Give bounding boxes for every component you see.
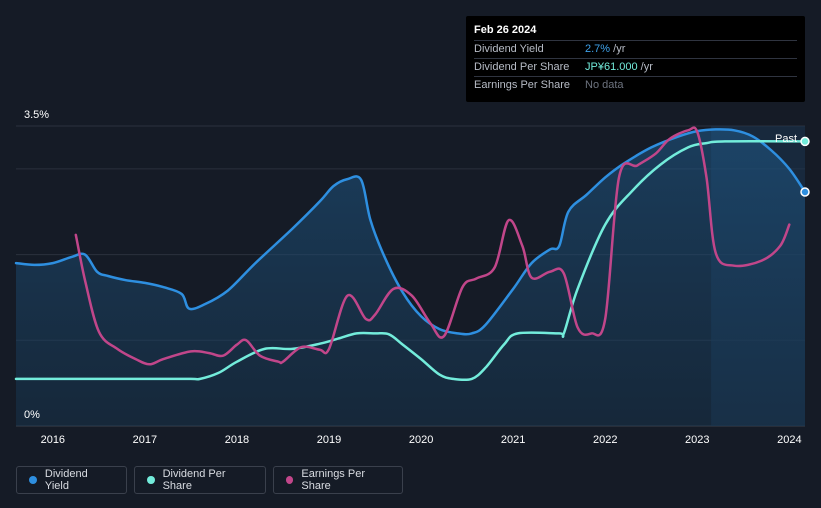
y-tick-label-max: 3.5% — [24, 109, 49, 121]
y-tick-label-min: 0% — [24, 409, 40, 421]
x-tick-label: 2018 — [225, 434, 249, 446]
x-tick-label: 2019 — [317, 434, 341, 446]
x-tick-label: 2017 — [133, 434, 157, 446]
tooltip-value: JP¥61.000 /yr — [585, 61, 653, 73]
legend-dot-icon — [147, 476, 155, 484]
x-tick-label: 2021 — [501, 434, 525, 446]
x-tick-label: 2023 — [685, 434, 709, 446]
legend-dot-icon — [286, 476, 294, 484]
legend-dot-icon — [29, 476, 37, 484]
tooltip-label: Earnings Per Share — [474, 79, 570, 91]
legend-label: Earnings Per Share — [301, 468, 365, 492]
series-line-dividend-per-share — [14, 140, 807, 382]
series-end-marker-dividend-per-share — [800, 136, 810, 147]
legend-item-dividend-yield[interactable]: Dividend Yield — [16, 466, 127, 494]
legend-item-earnings-per-share[interactable]: Earnings Per Share — [273, 466, 403, 494]
legend-item-dividend-per-share[interactable]: Dividend Per Share — [134, 466, 266, 494]
x-tick-label: 2024 — [777, 434, 801, 446]
data-tooltip: Feb 26 2024 Dividend Yield 2.7% /yr Divi… — [466, 16, 805, 102]
series-line-earnings-per-share — [74, 126, 791, 366]
legend-label: Dividend Per Share — [162, 468, 226, 492]
tooltip-date: Feb 26 2024 — [474, 24, 537, 36]
tooltip-value: No data — [585, 79, 624, 91]
tooltip-row-earnings-per-share: Earnings Per Share No data — [474, 76, 797, 94]
x-tick-label: 2020 — [409, 434, 433, 446]
tooltip-row-dividend-per-share: Dividend Per Share JP¥61.000 /yr — [474, 58, 797, 76]
tooltip-row-dividend-yield: Dividend Yield 2.7% /yr — [474, 40, 797, 58]
x-tick-label: 2022 — [593, 434, 617, 446]
tooltip-value: 2.7% /yr — [585, 43, 626, 55]
tooltip-label: Dividend Yield — [474, 43, 544, 55]
series-area-dividend-yield — [16, 129, 805, 427]
legend-label: Dividend Yield — [44, 468, 88, 492]
tooltip-label: Dividend Per Share — [474, 61, 570, 73]
past-label: Past — [775, 133, 797, 145]
x-tick-label: 2016 — [41, 434, 65, 446]
series-end-marker-dividend-yield — [800, 187, 810, 197]
